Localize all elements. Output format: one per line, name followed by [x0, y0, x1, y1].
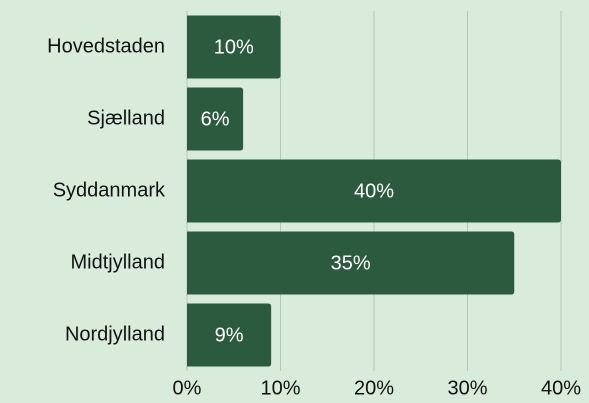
y-tick-label: Syddanmark: [53, 179, 166, 201]
data-label: 6%: [201, 108, 230, 130]
y-tick-label: Nordjylland: [65, 323, 165, 345]
data-label: 10%: [214, 36, 254, 58]
bar: [187, 303, 272, 367]
y-tick-label: Midtjylland: [71, 251, 165, 273]
bar: [187, 15, 281, 79]
bar: [187, 231, 515, 295]
data-label: 9%: [215, 324, 244, 346]
x-tick-label: 10%: [260, 377, 300, 399]
data-label: 35%: [331, 252, 371, 274]
data-label: 40%: [354, 180, 394, 202]
x-tick-label: 20%: [354, 377, 394, 399]
x-tick-label: 40%: [541, 377, 581, 399]
y-tick-label: Sjælland: [87, 107, 165, 129]
bar: [187, 159, 561, 223]
x-tick-label: 30%: [447, 377, 487, 399]
x-tick-label: 0%: [173, 377, 202, 399]
bar: [187, 87, 244, 151]
y-tick-label: Hovedstaden: [47, 35, 165, 57]
